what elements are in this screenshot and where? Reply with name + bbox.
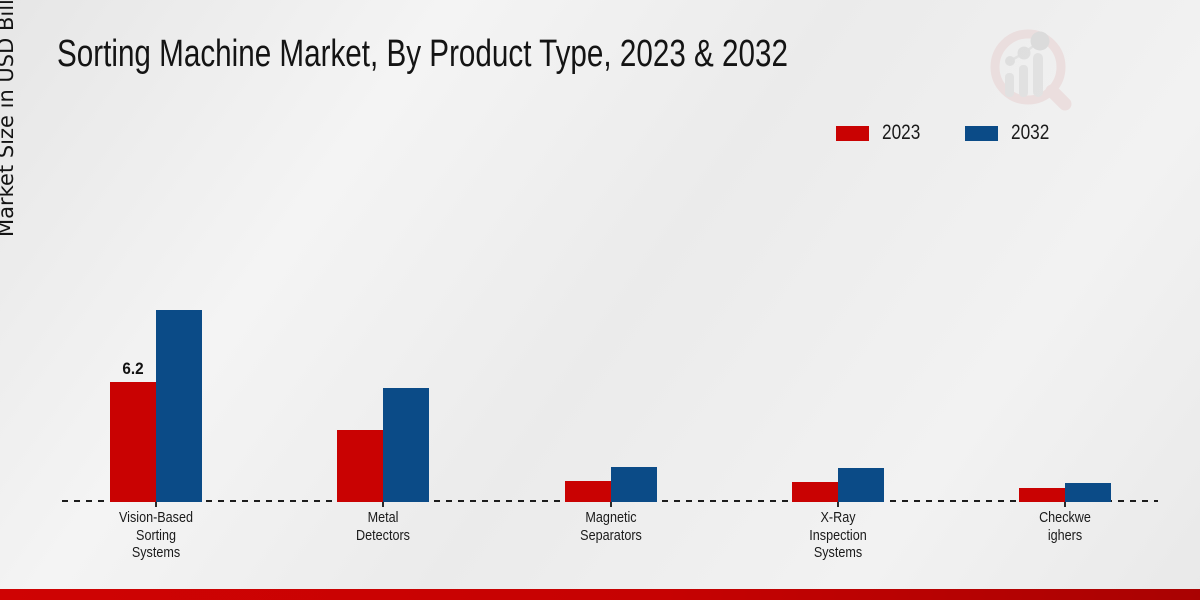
axis-tick-checkweighers xyxy=(1064,502,1066,507)
axis-tick-magnetic-separators xyxy=(609,502,612,507)
category-label-x-ray-inspection-systems: X-Ray Inspection Systems xyxy=(809,509,867,561)
category-label-magnetic-separators: Magnetic Separators xyxy=(579,509,642,544)
category-label-metal-detectors: Metal Detectors xyxy=(356,509,411,544)
value-label-2023-vision-based-sorting-systems: 6.2 xyxy=(122,359,144,378)
magnifier-bar-chart-logo-icon xyxy=(983,20,1083,117)
footer-red-bar xyxy=(0,589,1200,600)
bar-2023-checkweighers xyxy=(1019,488,1065,502)
legend-item-2032: 2032 xyxy=(964,121,1058,145)
bar-2032-checkweighers xyxy=(1065,482,1111,502)
category-label-vision-based-sorting-systems: Vision-Based Sorting Systems xyxy=(118,509,194,561)
bar-2032-metal-detectors xyxy=(383,387,430,502)
legend-item-2023: 2023 xyxy=(836,121,929,145)
legend-label-2032: 2032 xyxy=(1010,121,1050,144)
bar-2032-vision-based-sorting-systems xyxy=(156,310,202,502)
bar-2032-magnetic-separators xyxy=(610,467,657,502)
bar-2023-x-ray-inspection-systems xyxy=(791,481,838,502)
bar-2023-metal-detectors xyxy=(337,430,384,502)
legend-swatch-2032 xyxy=(964,125,998,141)
axis-tick-metal-detectors xyxy=(382,502,385,507)
bar-2023-vision-based-sorting-systems xyxy=(110,382,156,502)
legend: 2023 2032 xyxy=(836,121,1057,145)
category-label-checkweighers: Checkwe ighers xyxy=(1039,509,1091,544)
axis-tick-vision-based-sorting-systems xyxy=(155,502,157,507)
y-axis-label: Market Size in USD Billion xyxy=(0,0,18,238)
axis-tick-x-ray-inspection-systems xyxy=(836,502,839,507)
legend-label-2023: 2023 xyxy=(882,121,921,144)
bar-2032-x-ray-inspection-systems xyxy=(837,468,884,502)
bar-2023-magnetic-separators xyxy=(564,480,611,502)
legend-swatch-2023 xyxy=(836,125,869,141)
chart-title: Sorting Machine Market, By Product Type,… xyxy=(57,33,788,75)
